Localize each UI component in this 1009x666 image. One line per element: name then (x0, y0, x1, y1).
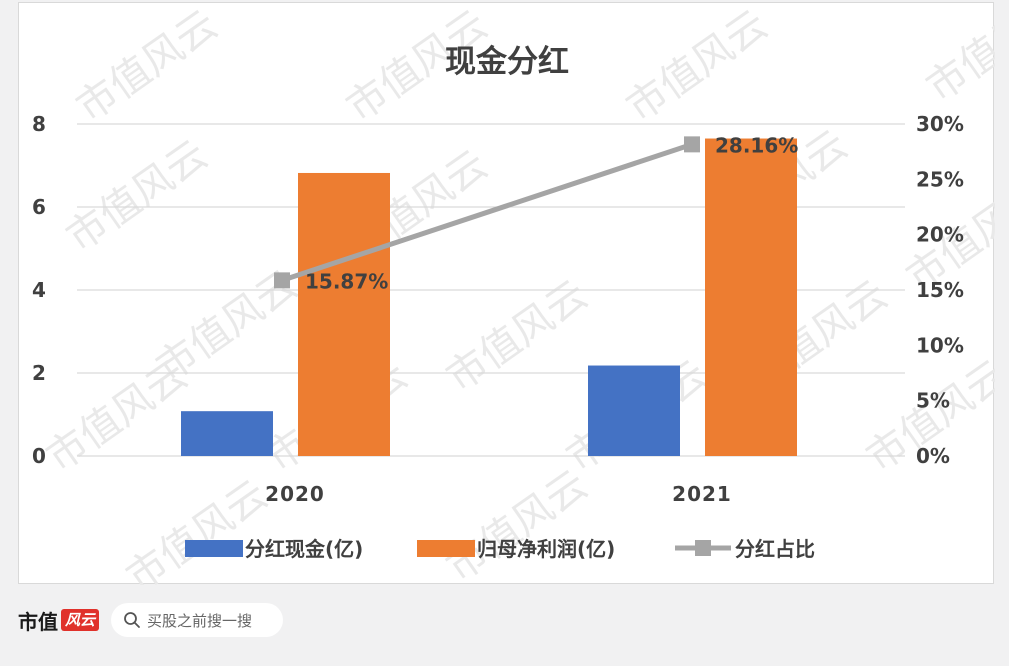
watermark-text: 市值风云 (918, 3, 995, 111)
bars-layer (181, 138, 797, 456)
y-left-tick-label: 2 (32, 361, 46, 385)
y-left-tick-label: 4 (32, 278, 46, 302)
ratio-marker (684, 136, 700, 153)
brand-badge: 风云 (61, 609, 100, 631)
bar-dividend (181, 411, 273, 456)
brand-logo[interactable]: 市值 风云 (18, 606, 100, 635)
y-right-tick-label: 5% (916, 389, 950, 413)
footer-bar: 市值 风云 买股之前搜一搜 (18, 600, 284, 640)
bar-net-profit (705, 138, 797, 456)
search-placeholder: 买股之前搜一搜 (147, 611, 253, 630)
x-category-label: 2020 (265, 482, 325, 506)
legend-swatch (417, 540, 475, 557)
y-right-tick-label: 10% (916, 333, 964, 357)
y-left-tick-label: 0 (32, 444, 46, 468)
search-box[interactable]: 买股之前搜一搜 (111, 603, 284, 637)
legend-label: 归母净利润(亿) (477, 537, 615, 561)
brand-text: 市值 (18, 609, 58, 634)
ratio-line (281, 141, 693, 283)
watermark-text: 市值风云 (58, 132, 215, 261)
bar-net-profit (298, 172, 390, 456)
legend-marker (695, 540, 711, 556)
y-right-tick-label: 30% (916, 112, 964, 136)
chart-card: 市值风云 市值风云 市值风云 市值风云 市值风云 市值风云 市值风云 市值风云 市值风云 市值风云… (18, 2, 995, 585)
y-right-tick-label: 0% (916, 444, 950, 468)
watermark-text: 市值风云 (438, 272, 595, 401)
y-left-tick-label: 6 (32, 195, 46, 219)
y-right-tick-label: 25% (916, 167, 964, 191)
watermark-text: 市值风云 (438, 462, 595, 585)
y-right-tick-label: 15% (916, 278, 964, 302)
ratio-data-label: 28.16% (715, 133, 798, 157)
legend: 分红现金(亿) 归母净利润(亿) 分红占比 (185, 537, 815, 561)
ratio-data-label: 15.87% (305, 269, 388, 293)
legend-label: 分红现金(亿) (245, 537, 363, 561)
search-icon (124, 612, 140, 628)
x-category-label: 2021 (672, 482, 732, 506)
axes-labels: 0 2 4 6 8 0% 5% 10% 15% 20% 25% 30% 2020 2021 (32, 112, 964, 506)
ratio-line-layer: 15.87% 28.16% (274, 133, 798, 293)
watermark-text: 市值风云 (618, 3, 775, 131)
chart-title: 现金分红 (445, 44, 569, 80)
y-right-tick-label: 20% (916, 223, 964, 247)
legend-label: 分红占比 (735, 537, 815, 561)
watermark-text: 市值风云 (38, 352, 195, 481)
watermark-text: 市值风云 (68, 3, 225, 131)
legend-swatch (185, 540, 243, 557)
ratio-marker (274, 272, 290, 289)
y-left-tick-label: 8 (32, 112, 46, 136)
bar-dividend (588, 365, 680, 456)
watermark-text: 市值风云 (118, 472, 275, 585)
